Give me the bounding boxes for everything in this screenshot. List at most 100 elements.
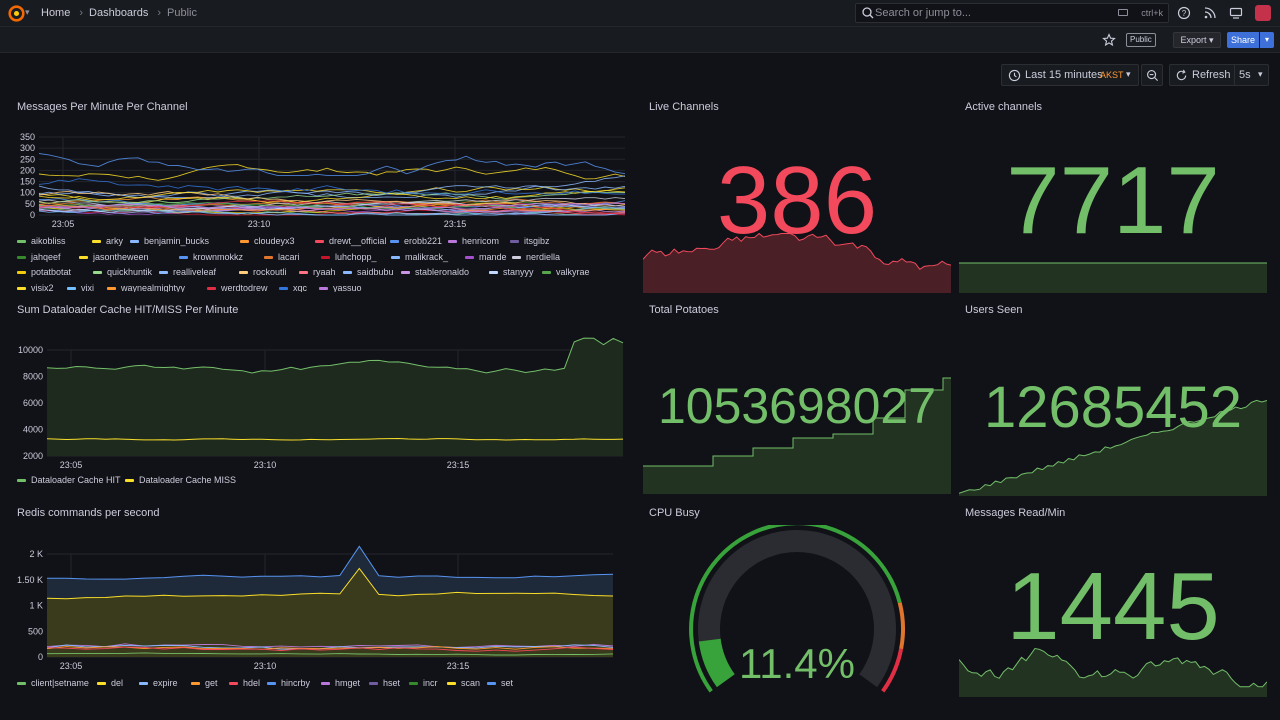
share-dropdown-button[interactable]: ▾: [1260, 32, 1274, 48]
legend-item[interactable]: set: [487, 678, 513, 688]
panel-cpu-busy: CPU Busy 11.4%: [643, 507, 951, 707]
legend-swatch: [489, 271, 498, 275]
legend-item[interactable]: incr: [409, 678, 438, 688]
top-navbar: ▾ Home › Dashboards › Public Search or jump …: [0, 0, 1280, 27]
legend-item[interactable]: saidbubu: [343, 267, 394, 277]
legend-item[interactable]: del: [97, 678, 123, 688]
breadcrumb-home[interactable]: Home: [41, 7, 71, 19]
export-button[interactable]: Export ▾: [1173, 32, 1221, 48]
legend-item[interactable]: valkyrae: [542, 267, 590, 277]
legend-label: xqc: [293, 282, 308, 293]
legend-item[interactable]: nerdiella: [512, 252, 560, 262]
refresh-picker[interactable]: Refresh 5s ▾: [1169, 64, 1269, 86]
legend-label: Dataloader Cache MISS: [139, 475, 237, 485]
legend-item[interactable]: expire: [139, 678, 178, 688]
legend-swatch: [17, 240, 26, 244]
legend-item[interactable]: benjamin_bucks: [130, 236, 209, 246]
legend-swatch: [447, 682, 456, 686]
legend-item[interactable]: lacari: [264, 252, 300, 262]
chevron-down-icon[interactable]: ▾: [25, 7, 30, 17]
legend-item[interactable]: client|setname: [17, 678, 89, 688]
legend-item[interactable]: xqc: [279, 282, 308, 293]
legend-item[interactable]: realliveleaf: [159, 267, 216, 277]
legend-item[interactable]: Dataloader Cache HIT: [17, 475, 121, 485]
active-channels-value: 7717: [1006, 147, 1220, 254]
legend-item[interactable]: Dataloader Cache MISS: [125, 475, 236, 485]
kiosk-mode-icon[interactable]: [1229, 6, 1243, 20]
legend-item[interactable]: potatbotat: [17, 267, 71, 277]
legend-label: cloudeyx3: [254, 236, 295, 246]
legend-item[interactable]: malikrack_: [391, 252, 448, 262]
y-tick-label: 0: [38, 652, 43, 662]
legend-item[interactable]: aikobliss: [17, 236, 66, 246]
legend-label: drewt__official: [329, 236, 387, 246]
cache-chart[interactable]: 10000 8000 6000 4000 2000 23:05 23:10 23:15: [17, 328, 629, 474]
redis-area-yellow: [47, 568, 613, 657]
y-tick-label: 2 K: [29, 549, 43, 559]
legend-item[interactable]: get: [191, 678, 218, 688]
panel-title: Messages Read/Min: [965, 507, 1066, 519]
legend-item[interactable]: quickhuntik: [93, 267, 152, 277]
legend-label: quickhuntik: [107, 267, 153, 277]
panel-users-seen: Users Seen 12685452: [959, 304, 1267, 496]
panel-title: Sum Dataloader Cache HIT/MISS Per Minute: [17, 304, 239, 316]
legend-item[interactable]: arky: [92, 236, 123, 246]
legend-item[interactable]: krownmokkz: [179, 252, 243, 262]
legend-item[interactable]: jasontheween: [79, 252, 149, 262]
redis-chart[interactable]: 2 K 1.50 K 1 K 500 0 23:05 23:10 23:15: [17, 533, 629, 675]
avatar[interactable]: [1255, 5, 1271, 21]
legend-item[interactable]: mande: [465, 252, 507, 262]
legend-item[interactable]: rockoutli: [239, 267, 287, 277]
legend-label: yassuo: [333, 282, 362, 293]
legend-item[interactable]: waynealmightyy: [107, 283, 185, 292]
legend-item[interactable]: ryaah: [299, 267, 336, 277]
grafana-logo-icon[interactable]: [8, 5, 25, 22]
legend-item[interactable]: stableronaldo: [401, 267, 469, 277]
search-input[interactable]: Search or jump to... ctrl+k: [855, 3, 1169, 23]
legend-item[interactable]: yassuo: [319, 282, 362, 293]
legend-item[interactable]: drewt__official: [315, 236, 386, 246]
legend-item[interactable]: hincrby: [267, 678, 310, 688]
legend-label: erobb221: [404, 236, 443, 246]
legend-item[interactable]: werdtodrew: [207, 283, 268, 292]
legend-item[interactable]: cloudeyx3: [240, 236, 295, 246]
legend-item[interactable]: vixi: [67, 283, 94, 292]
legend-label: itsgibz: [524, 236, 550, 246]
legend-swatch: [264, 255, 273, 259]
chevron-down-icon: ▾: [1258, 69, 1263, 79]
legend-label: stableronaldo: [415, 267, 470, 277]
star-icon[interactable]: [1102, 33, 1116, 47]
legend-item[interactable]: hmget: [321, 678, 360, 688]
legend-item[interactable]: erobb221: [390, 236, 442, 246]
time-range-picker[interactable]: Last 15 minutes AKST ▾: [1001, 64, 1139, 86]
series-line: [38, 200, 626, 214]
y-tick-label: 1 K: [29, 601, 43, 611]
legend-swatch: [401, 271, 410, 275]
legend-item[interactable]: stanyyy: [489, 267, 534, 277]
legend-item[interactable]: jahqeef: [17, 252, 61, 262]
legend-swatch: [369, 682, 378, 686]
share-button[interactable]: Share: [1227, 32, 1259, 48]
legend-label: ryaah: [313, 267, 336, 277]
y-tick-label: 150: [20, 177, 35, 187]
legend-item[interactable]: hset: [369, 678, 400, 688]
legend-item[interactable]: visix2: [17, 283, 54, 292]
y-tick-label: 350: [20, 132, 35, 142]
zoom-out-button[interactable]: [1141, 64, 1163, 86]
legend-item[interactable]: luhchopp_: [321, 252, 377, 262]
public-badge: Public: [1126, 33, 1156, 47]
users-seen-value: 12685452: [983, 375, 1243, 440]
rss-feed-icon[interactable]: [1203, 6, 1217, 20]
breadcrumb-dashboards[interactable]: Dashboards: [89, 7, 149, 19]
series-line: [38, 192, 625, 204]
legend-item[interactable]: hdel: [229, 678, 260, 688]
help-icon[interactable]: ?: [1177, 6, 1191, 20]
live-channels-sparkline: [643, 232, 951, 293]
legend-item[interactable]: scan: [447, 678, 480, 688]
legend-item[interactable]: henricom: [448, 236, 499, 246]
panel-title: CPU Busy: [649, 507, 700, 519]
legend-item[interactable]: itsgibz: [510, 236, 550, 246]
legend-label: jahqeef: [31, 251, 61, 262]
legend-label: del: [111, 678, 124, 688]
